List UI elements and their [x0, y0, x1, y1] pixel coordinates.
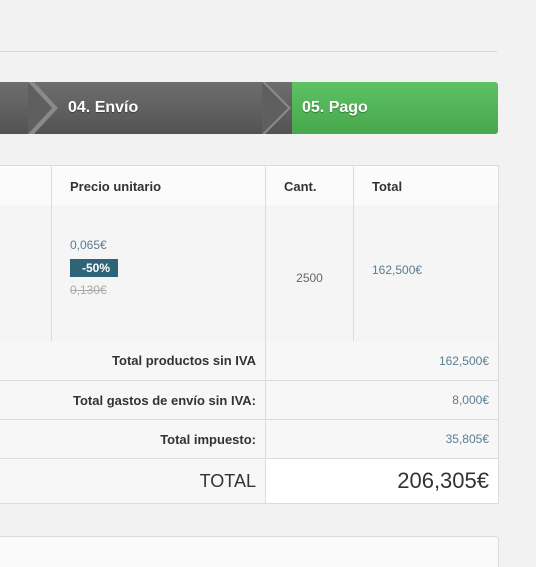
unit-price-cell: 0,065€ -50% 0,130€	[51, 205, 265, 341]
summary-shipping-value: 8,000€	[265, 381, 498, 419]
summary-products-label: Total productos sin IVA	[112, 353, 256, 368]
summary-shipping-label: Total gastos de envío sin IVA:	[73, 392, 256, 408]
summary-total-row: TOTAL 206,305€	[0, 459, 499, 504]
summary-shipping-row: Total gastos de envío sin IVA: 8,000€	[0, 381, 499, 420]
total-cell: 162,500€	[353, 205, 498, 341]
step-envio[interactable]: 04. Envío	[58, 82, 292, 134]
top-divider	[0, 51, 497, 52]
product-cell	[0, 205, 51, 341]
step-pago[interactable]: 05. Pago	[292, 82, 498, 134]
header-total: Total	[353, 166, 498, 206]
step-separator-arrow	[262, 82, 292, 134]
table-header: Precio unitario Cant. Total	[0, 165, 499, 207]
discount-badge: -50%	[70, 259, 119, 277]
price-original: 0,130€	[70, 283, 107, 297]
summary-tax-label: Total impuesto:	[160, 431, 256, 447]
summary-total-value: 206,305€	[265, 459, 498, 503]
step-separator-arrow	[28, 82, 58, 134]
step-envio-label: 04. Envío	[68, 99, 139, 116]
checkout-steps: 04. Envío 05. Pago	[0, 82, 498, 134]
summary-tax-row: Total impuesto: 35,805€	[0, 420, 499, 459]
header-qty: Cant.	[265, 166, 353, 206]
summary-products-row: Total productos sin IVA 162,500€	[0, 341, 499, 381]
qty-cell: 2500	[265, 205, 353, 341]
next-panel	[0, 536, 499, 567]
summary-total-label: TOTAL	[199, 470, 256, 491]
header-unit-price: Precio unitario	[51, 166, 265, 206]
price-discounted: 0,065€	[70, 238, 107, 252]
header-product	[0, 166, 51, 206]
summary-tax-value: 35,805€	[265, 420, 498, 458]
step-pago-label: 05. Pago	[302, 99, 368, 116]
table-row: 0,065€ -50% 0,130€ 2500 162,500€	[0, 205, 499, 342]
summary-products-value: 162,500€	[265, 341, 498, 380]
